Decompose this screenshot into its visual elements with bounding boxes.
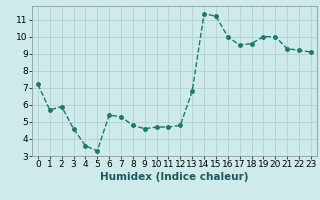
X-axis label: Humidex (Indice chaleur): Humidex (Indice chaleur) — [100, 172, 249, 182]
